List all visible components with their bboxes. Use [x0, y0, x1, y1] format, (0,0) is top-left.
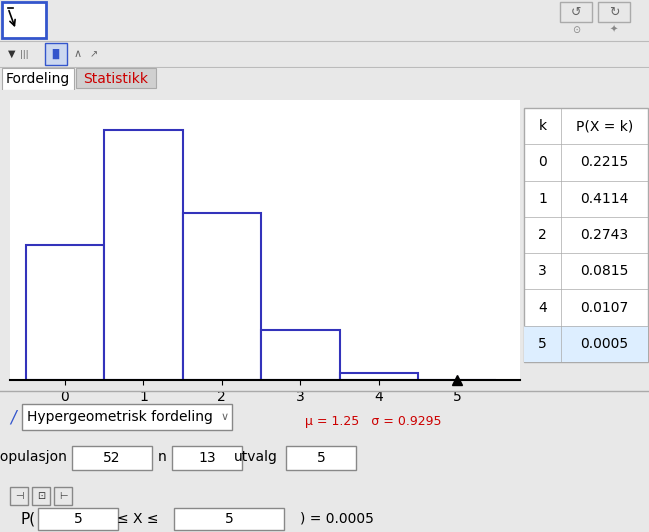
Text: ≤ X ≤: ≤ X ≤ [117, 512, 159, 526]
Bar [172, 446, 242, 470]
Text: k: k [539, 119, 546, 133]
Text: ✦: ✦ [610, 25, 618, 35]
Bar [38, 508, 118, 530]
Text: ↺: ↺ [570, 5, 582, 19]
Bar [76, 68, 156, 88]
Text: n: n [158, 450, 166, 464]
Text: Hypergeometrisk fordeling: Hypergeometrisk fordeling [27, 410, 213, 424]
Text: 5: 5 [538, 337, 547, 351]
Text: 0: 0 [538, 155, 547, 169]
Text: ⊙: ⊙ [572, 25, 580, 35]
Text: 5: 5 [225, 512, 234, 526]
Text: ⊢: ⊢ [59, 491, 67, 501]
Text: 5: 5 [317, 451, 325, 465]
Text: 0.2743: 0.2743 [581, 228, 629, 242]
Text: ↻: ↻ [609, 5, 619, 19]
Text: populasjon: populasjon [0, 450, 68, 464]
Text: 1: 1 [538, 192, 547, 206]
Text: ⊡: ⊡ [37, 491, 45, 501]
Text: ▐▌: ▐▌ [49, 49, 64, 59]
Text: |||: ||| [20, 49, 29, 59]
Text: ▼: ▼ [8, 49, 16, 59]
Bar [104, 130, 182, 380]
Text: 5: 5 [73, 512, 82, 526]
Bar [2, 2, 46, 38]
Text: Statistikk: Statistikk [84, 72, 149, 86]
Text: Fordeling: Fordeling [6, 72, 70, 86]
Bar [22, 404, 232, 430]
Text: 13: 13 [198, 451, 216, 465]
Text: ∧: ∧ [74, 49, 82, 59]
Bar [261, 330, 339, 380]
Text: 3: 3 [538, 264, 547, 278]
Text: 0.0107: 0.0107 [580, 301, 629, 314]
Text: 0.4114: 0.4114 [580, 192, 629, 206]
Text: ↗: ↗ [90, 49, 98, 59]
Bar [54, 487, 72, 505]
Text: 52: 52 [103, 451, 121, 465]
Text: 2: 2 [538, 228, 547, 242]
Text: 0.0815: 0.0815 [580, 264, 629, 278]
Bar [174, 508, 284, 530]
Text: P(X = k): P(X = k) [576, 119, 633, 133]
Bar [45, 43, 67, 65]
Text: ∨: ∨ [221, 412, 229, 422]
Bar [32, 487, 50, 505]
Bar [26, 245, 104, 380]
Text: 0.2215: 0.2215 [580, 155, 629, 169]
Text: μ = 1.25   σ = 0.9295: μ = 1.25 σ = 0.9295 [305, 415, 441, 428]
Bar [598, 2, 630, 22]
Bar [286, 446, 356, 470]
Text: ⊣: ⊣ [15, 491, 23, 501]
Bar [560, 2, 592, 22]
Bar [72, 446, 152, 470]
Bar [524, 326, 648, 362]
Text: ) = 0.0005: ) = 0.0005 [300, 512, 374, 526]
Text: /: / [10, 409, 16, 427]
Text: 0.0005: 0.0005 [581, 337, 629, 351]
Text: 4: 4 [538, 301, 547, 314]
Text: P(: P( [20, 511, 36, 527]
Bar [182, 213, 261, 380]
Bar [339, 373, 418, 380]
Bar [2, 68, 74, 90]
Bar [10, 487, 28, 505]
Text: utvalg: utvalg [234, 450, 278, 464]
